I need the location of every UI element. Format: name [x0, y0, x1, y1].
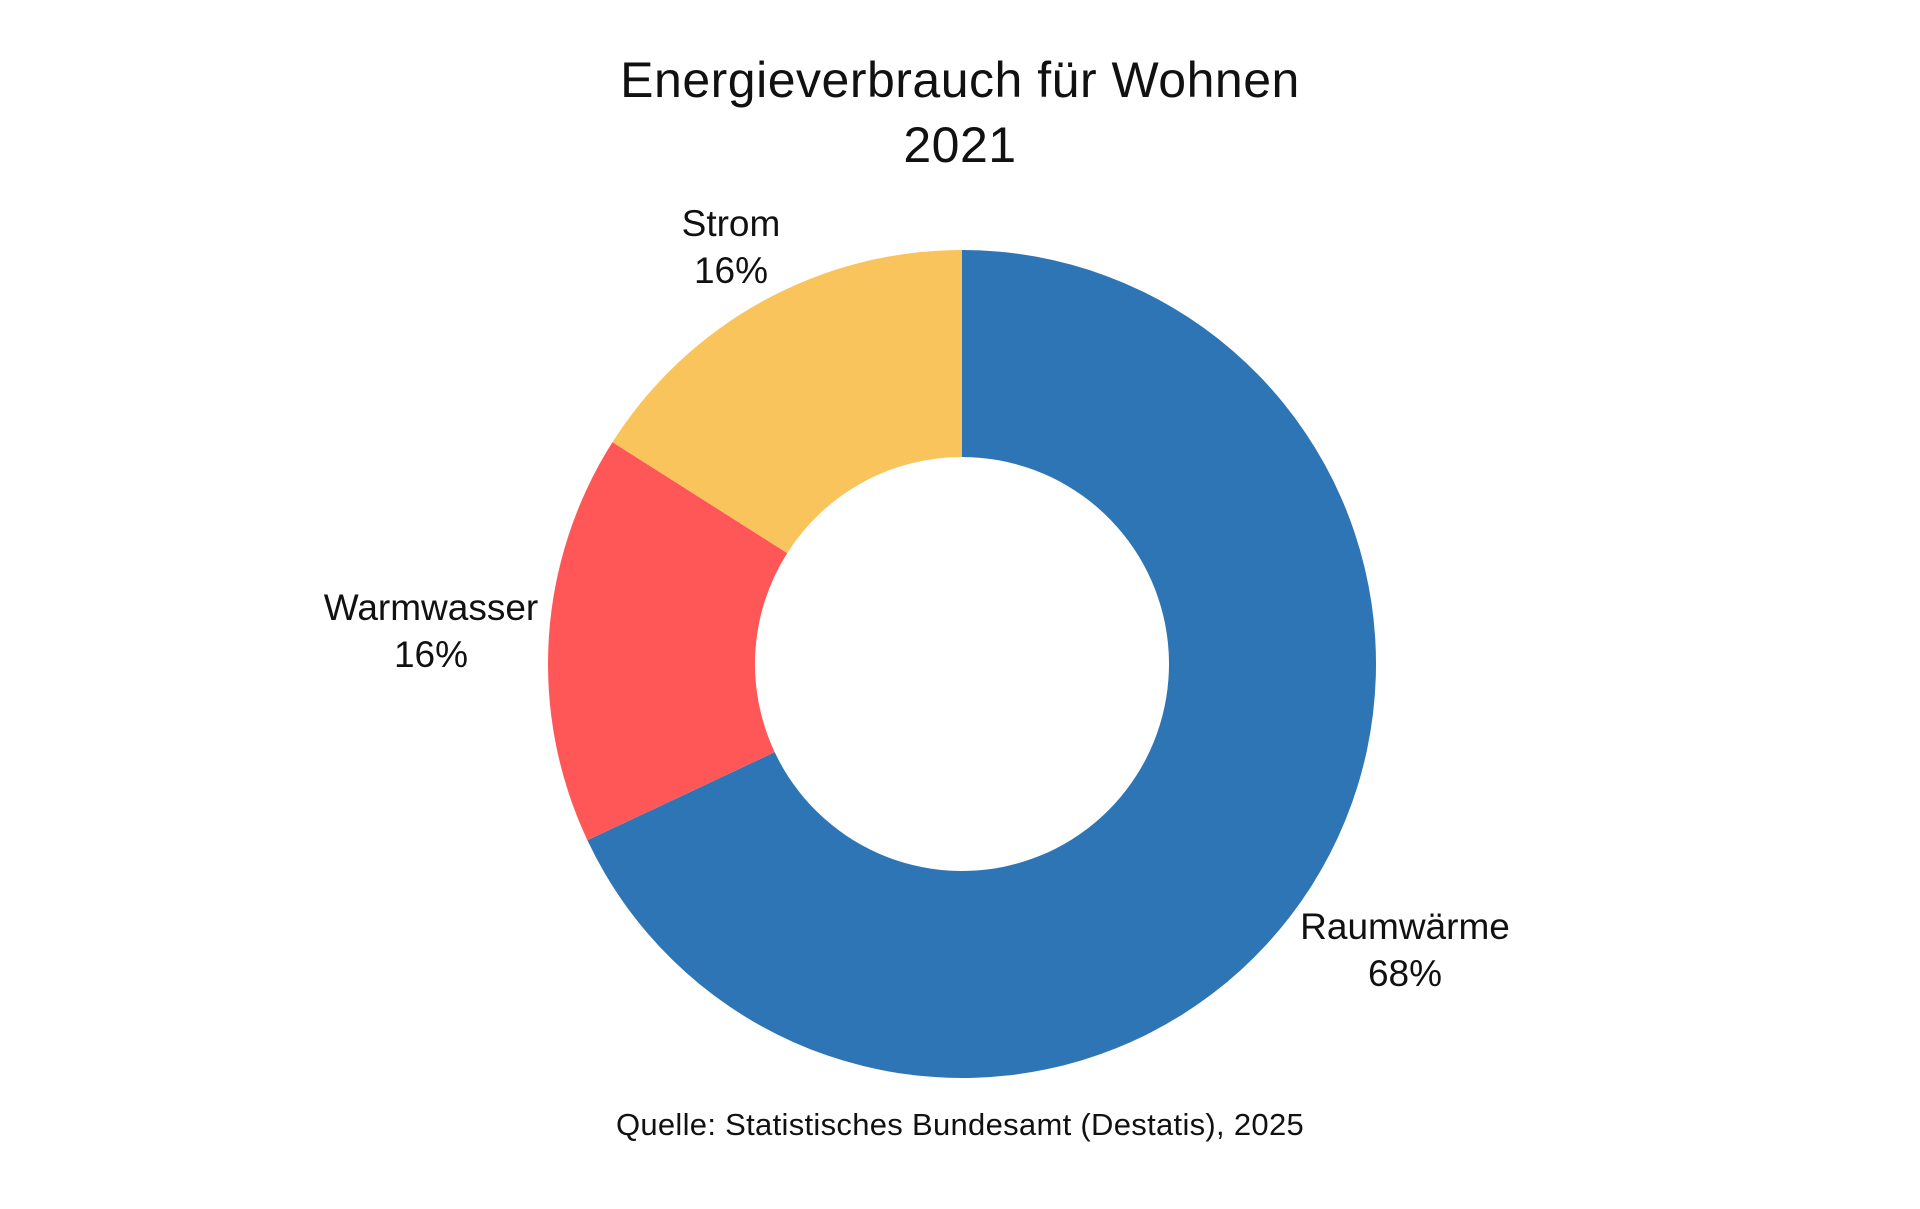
chart-title-line2: 2021 [903, 117, 1017, 173]
donut-chart-area [548, 250, 1376, 1078]
chart-title-line1: Energieverbrauch für Wohnen [620, 52, 1300, 108]
label-strom-name: Strom [681, 203, 781, 244]
donut-chart [548, 250, 1376, 1078]
label-warmwasser: Warmwasser 16% [324, 584, 538, 678]
label-raumwaerme: Raumwärme 68% [1300, 903, 1510, 997]
source-credit: Quelle: Statistisches Bundesamt (Destati… [615, 1107, 1305, 1142]
label-warmwasser-name: Warmwasser [323, 587, 539, 628]
label-raumwaerme-name: Raumwärme [1300, 906, 1510, 947]
donut-segment-warmwasser [548, 442, 788, 841]
donut-segment-raumwaerme [587, 250, 1376, 1078]
label-strom-pct: 16% [693, 250, 769, 291]
chart-title: Energieverbrauch für Wohnen 2021 [0, 48, 1920, 178]
donut-segment-strom [612, 250, 962, 554]
label-warmwasser-pct: 16% [393, 634, 469, 675]
label-strom: Strom 16% [682, 200, 781, 294]
label-raumwaerme-pct: 68% [1367, 953, 1443, 994]
